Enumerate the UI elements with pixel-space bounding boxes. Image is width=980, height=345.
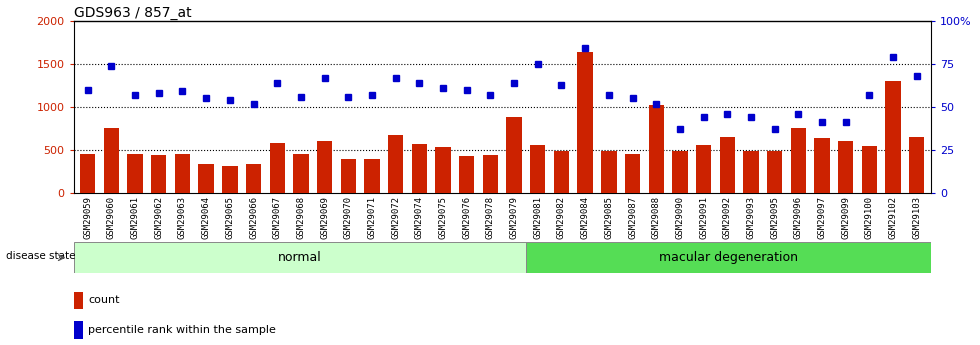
Bar xyxy=(246,164,262,193)
Text: GSM29064: GSM29064 xyxy=(202,196,211,239)
Bar xyxy=(317,141,332,193)
Text: GSM29076: GSM29076 xyxy=(463,196,471,239)
Text: GSM29060: GSM29060 xyxy=(107,196,116,239)
Bar xyxy=(861,146,877,193)
Text: GSM29063: GSM29063 xyxy=(178,196,187,239)
Bar xyxy=(365,159,379,193)
Bar xyxy=(743,151,759,193)
Bar xyxy=(909,137,924,193)
Text: GSM29062: GSM29062 xyxy=(154,196,164,239)
Text: GSM29092: GSM29092 xyxy=(723,196,732,239)
Text: GSM29099: GSM29099 xyxy=(841,196,851,239)
Text: GSM29088: GSM29088 xyxy=(652,196,661,239)
Bar xyxy=(459,156,474,193)
Text: GSM29067: GSM29067 xyxy=(272,196,281,239)
Text: GSM29084: GSM29084 xyxy=(581,196,590,239)
Text: GSM29082: GSM29082 xyxy=(557,196,566,239)
Bar xyxy=(74,292,83,309)
Bar xyxy=(526,241,931,273)
Bar xyxy=(435,147,451,193)
Text: GSM29068: GSM29068 xyxy=(296,196,306,239)
Bar xyxy=(649,105,663,193)
Text: GSM29069: GSM29069 xyxy=(320,196,329,239)
Bar xyxy=(341,159,356,193)
Text: GSM29096: GSM29096 xyxy=(794,196,803,239)
Text: GSM29066: GSM29066 xyxy=(249,196,258,239)
Bar xyxy=(767,151,782,193)
Bar xyxy=(507,117,521,193)
Text: GSM29087: GSM29087 xyxy=(628,196,637,239)
Text: normal: normal xyxy=(278,250,321,264)
Bar xyxy=(104,128,120,193)
Text: GSM29102: GSM29102 xyxy=(889,196,898,239)
Bar xyxy=(530,145,546,193)
Text: GSM29074: GSM29074 xyxy=(415,196,423,239)
Bar xyxy=(554,151,569,193)
Text: GSM29103: GSM29103 xyxy=(912,196,921,239)
Bar xyxy=(625,154,640,193)
Text: GSM29079: GSM29079 xyxy=(510,196,518,239)
Text: GSM29100: GSM29100 xyxy=(865,196,874,239)
Bar xyxy=(577,52,593,193)
Text: GSM29097: GSM29097 xyxy=(817,196,826,239)
Bar xyxy=(174,155,190,193)
Text: GSM29091: GSM29091 xyxy=(699,196,709,239)
Text: GSM29090: GSM29090 xyxy=(675,196,684,239)
Bar xyxy=(74,322,83,339)
Text: GSM29059: GSM29059 xyxy=(83,196,92,239)
Bar xyxy=(814,138,830,193)
Text: count: count xyxy=(88,295,120,305)
Bar xyxy=(388,135,404,193)
Text: GSM29095: GSM29095 xyxy=(770,196,779,239)
Bar xyxy=(151,155,167,193)
Text: GSM29071: GSM29071 xyxy=(368,196,376,239)
Bar xyxy=(885,81,901,193)
Bar xyxy=(199,164,214,193)
Bar xyxy=(672,151,688,193)
Text: GSM29075: GSM29075 xyxy=(438,196,448,239)
Text: GSM29081: GSM29081 xyxy=(533,196,542,239)
Bar xyxy=(483,155,498,193)
Text: percentile rank within the sample: percentile rank within the sample xyxy=(88,325,276,335)
Text: GSM29065: GSM29065 xyxy=(225,196,234,239)
Bar xyxy=(293,154,309,193)
Text: GSM29061: GSM29061 xyxy=(130,196,139,239)
Bar xyxy=(791,128,806,193)
Bar xyxy=(127,155,143,193)
Bar xyxy=(696,145,711,193)
Bar xyxy=(601,151,616,193)
Text: GSM29070: GSM29070 xyxy=(344,196,353,239)
Text: GSM29078: GSM29078 xyxy=(486,196,495,239)
Text: macular degeneration: macular degeneration xyxy=(659,250,798,264)
Text: GDS963 / 857_at: GDS963 / 857_at xyxy=(74,6,191,20)
Text: GSM29085: GSM29085 xyxy=(605,196,613,239)
Text: disease state: disease state xyxy=(6,252,75,262)
Bar xyxy=(719,137,735,193)
Bar xyxy=(412,144,427,193)
Text: GSM29093: GSM29093 xyxy=(747,196,756,239)
Bar xyxy=(74,241,526,273)
Text: GSM29072: GSM29072 xyxy=(391,196,400,239)
Bar xyxy=(222,166,237,193)
Bar xyxy=(270,143,285,193)
Bar xyxy=(838,141,854,193)
Bar xyxy=(80,154,95,193)
